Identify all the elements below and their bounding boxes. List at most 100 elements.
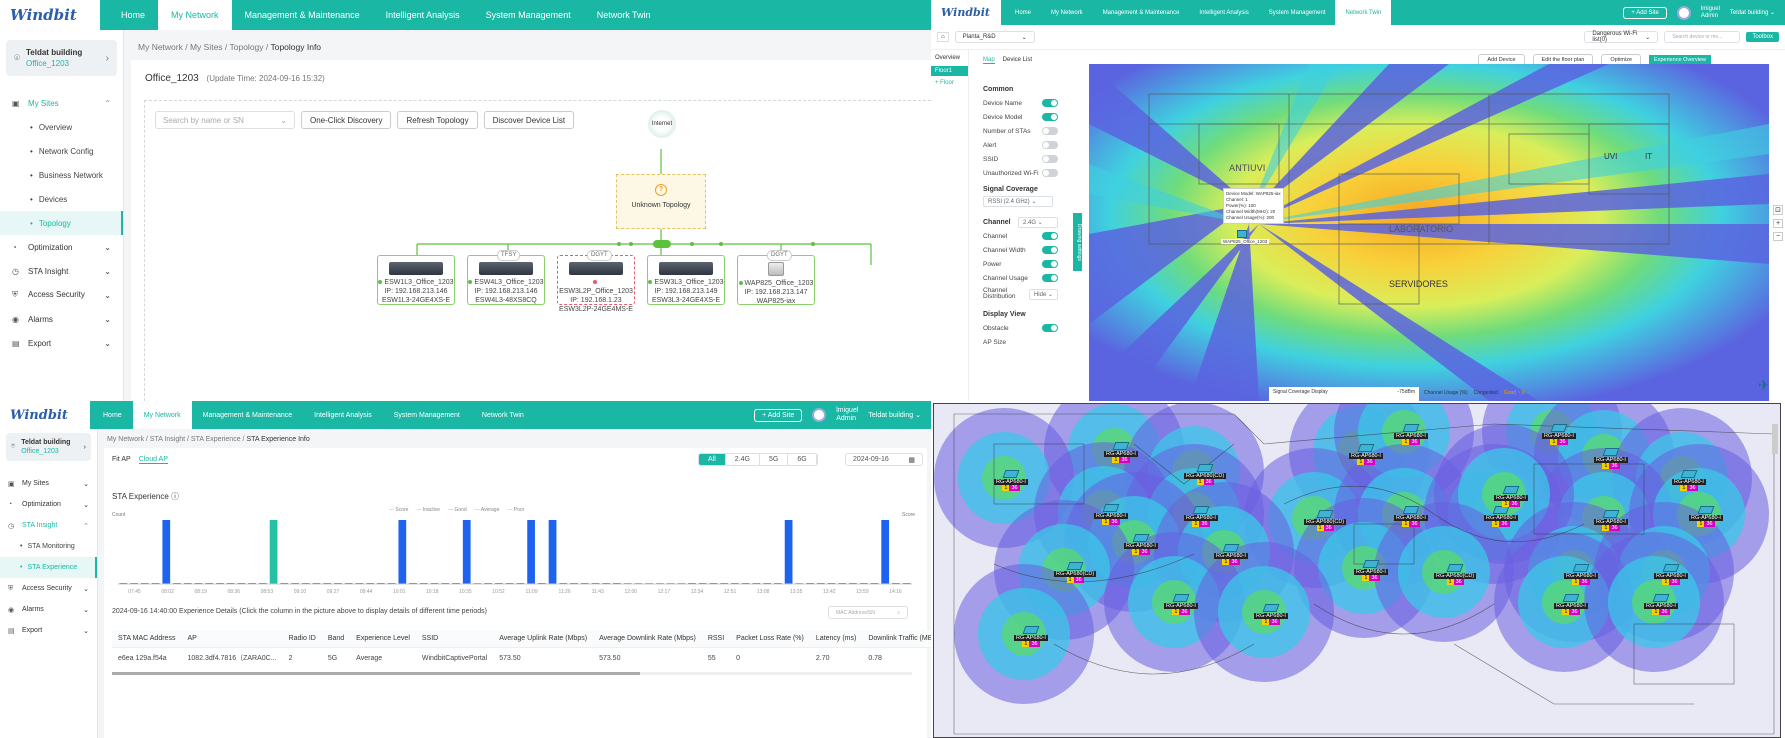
mac-search-input[interactable]: MAC Address/SN ⌕ xyxy=(828,606,908,619)
rssi-select[interactable]: RSSI (2.4 GHz) ⌄ xyxy=(983,196,1053,207)
access-point-marker[interactable]: RG-AP680(CD) 1 36 xyxy=(1054,562,1097,583)
date-picker[interactable]: 2024-09-16 ▦ xyxy=(845,453,923,466)
nav-my-network[interactable]: My Network xyxy=(158,0,232,30)
home-icon[interactable]: ⌂ xyxy=(937,32,949,42)
coverage-map[interactable]: RG-AP680-I 1 36 RG-AP680-I 1 36 RG-AP680-I 1 36 R… xyxy=(933,403,1781,738)
access-point-marker[interactable]: RG-AP680-I 1 36 xyxy=(1564,564,1598,585)
number-of-stas-toggle[interactable] xyxy=(1042,127,1058,135)
breadcrumb-item[interactable]: My Network xyxy=(107,436,144,443)
column-header[interactable]: Band xyxy=(321,630,351,648)
access-point-marker[interactable]: RG-AP680(CD) 1 36 xyxy=(1304,510,1347,531)
menu-export[interactable]: ▤ Export ⌄ xyxy=(0,620,97,641)
discover-device-list-button[interactable]: Discover Device List xyxy=(483,111,575,129)
channel-usage-toggle[interactable] xyxy=(1042,274,1058,282)
breadcrumb-item[interactable]: My Sites xyxy=(189,42,223,52)
access-point-marker[interactable]: RG-AP680-I 1 36 xyxy=(1014,626,1048,647)
unknown-topology-node[interactable]: ? Unknown Topology xyxy=(616,174,706,229)
toolbox-button[interactable]: Toolbox xyxy=(1746,32,1779,42)
band-6g[interactable]: 6G xyxy=(788,454,817,465)
chart-bar[interactable] xyxy=(462,520,471,584)
chart-bar[interactable] xyxy=(881,520,890,584)
submenu-business-network[interactable]: • Business Network xyxy=(30,170,103,180)
access-point-marker[interactable]: RG-AP680-I 1 36 xyxy=(994,470,1028,491)
column-header[interactable]: Radio ID xyxy=(282,630,322,648)
access-point-marker[interactable]: RG-AP680-I 1 36 xyxy=(1484,506,1518,527)
device-model-toggle[interactable] xyxy=(1042,113,1058,121)
menu-optimization[interactable]: ◔ Optimization ⌄ xyxy=(0,494,97,515)
nav-intelligent-analysis[interactable]: Intelligent Analysis xyxy=(314,411,372,419)
floor-item[interactable]: Floor1 xyxy=(931,66,968,76)
refresh-topology-button[interactable]: Refresh Topology xyxy=(397,111,478,129)
nav-network-twin[interactable]: Network Twin xyxy=(1335,0,1392,25)
table-row[interactable]: e6ea 129a.f54a 1082.3df4.7816（ZARA0C... 2 5… xyxy=(112,648,931,669)
power-toggle[interactable] xyxy=(1042,260,1058,268)
access-point-marker[interactable]: RG-AP680-I 1 36 xyxy=(1164,594,1198,615)
access-point-marker[interactable]: RG-AP680-I 1 36 xyxy=(1354,560,1388,581)
access-point-marker[interactable]: RG-AP680(CD) 1 36 xyxy=(1184,464,1227,485)
breadcrumb-item[interactable]: Topology xyxy=(229,42,264,52)
access-point-marker[interactable]: RG-AP680-I 1 36 xyxy=(1644,594,1678,615)
access-point-marker[interactable]: RG-AP680-I 1 36 xyxy=(1394,424,1428,445)
nav-intelligent-analysis[interactable]: Intelligent Analysis xyxy=(1199,9,1249,16)
experience-overview-button[interactable]: Experience Overview xyxy=(1649,55,1711,65)
access-point-marker[interactable]: RG-AP680-I 1 36 xyxy=(1254,604,1288,625)
avatar[interactable] xyxy=(812,408,827,422)
column-header[interactable]: AP xyxy=(181,630,283,648)
submenu-network-config[interactable]: • Network Config xyxy=(30,146,94,156)
column-header[interactable]: Downlink Traffic (MB) xyxy=(862,630,931,648)
alert-toggle[interactable] xyxy=(1042,141,1058,149)
menu-my-sites[interactable]: ▣ My Sites ⌃ xyxy=(0,91,123,115)
lock-icon[interactable]: ⊡ xyxy=(1773,205,1783,215)
nav-system-management[interactable]: System Management xyxy=(1268,9,1326,16)
nav-system-management[interactable]: System Management xyxy=(393,411,460,419)
site-dropdown[interactable]: Teldat building ⌄ xyxy=(1729,10,1775,16)
nav-system-management[interactable]: System Management xyxy=(485,10,571,20)
access-point-marker[interactable]: RG-AP680-I 1 36 xyxy=(1124,534,1158,555)
band-all[interactable]: All xyxy=(699,454,726,465)
column-header[interactable]: Latency (ms) xyxy=(809,630,863,648)
device-node[interactable]: DGYT WAP825_Office_1203 IP: 192.168.213.14… xyxy=(737,250,815,305)
nav-network-twin[interactable]: Network Twin xyxy=(481,411,524,419)
ap-icon[interactable] xyxy=(1237,230,1247,238)
avatar[interactable] xyxy=(1676,5,1691,20)
column-header[interactable]: Experience Level xyxy=(350,630,416,648)
zoom-out-icon[interactable]: − xyxy=(1773,232,1783,241)
device-name-toggle[interactable] xyxy=(1042,99,1058,107)
site-selector[interactable]: ⌾ Teldat building Office_1203 › xyxy=(6,433,91,461)
sta-experience-chart[interactable]: 07:45 08:02 08:19 08:36 08:53 09:10 09:27 09:44… xyxy=(112,518,918,598)
column-header[interactable]: STA MAC Address xyxy=(112,630,182,648)
access-point-marker[interactable]: RG-AP680-I 1 36 xyxy=(1104,442,1138,463)
submenu-devices[interactable]: • Devices xyxy=(30,194,68,204)
breadcrumb-item[interactable]: STA Insight xyxy=(149,436,186,443)
nav-home[interactable]: Home xyxy=(121,10,146,20)
access-point-marker[interactable]: RG-AP680-I 1 36 xyxy=(1494,486,1528,507)
access-point-marker[interactable]: RG-AP680(CD) 1 36 xyxy=(1434,564,1477,585)
nav-intelligent-analysis[interactable]: Intelligent Analysis xyxy=(385,10,460,20)
column-header[interactable]: SSID xyxy=(415,630,494,648)
access-point-marker[interactable]: RG-AP680-I 1 36 xyxy=(1214,544,1248,565)
menu-access-security[interactable]: ⛨ Access Security ⌄ xyxy=(0,283,123,307)
menu-optimization[interactable]: ◔ Optimization ⌄ xyxy=(0,235,123,259)
access-point-marker[interactable]: RG-AP680-I 1 36 xyxy=(1689,506,1723,527)
channel-width-toggle[interactable] xyxy=(1042,246,1058,254)
nav-network-twin[interactable]: Network Twin xyxy=(596,10,651,20)
access-point-marker[interactable]: RG-AP680-I 1 36 xyxy=(1594,448,1628,469)
zoom-in-icon[interactable]: + xyxy=(1773,219,1783,228)
wifi-list-select[interactable]: Dangerous Wi-Fi list(0) ⌄ xyxy=(1584,31,1659,43)
add-site-button[interactable]: + Add Site xyxy=(1623,6,1667,19)
floor-heatmap[interactable]: ANTIUVI LABORATORIO SERVIDORES UVI IT De… xyxy=(1089,64,1769,401)
submenu-topology[interactable]: • Topology xyxy=(0,211,123,235)
tab-fit-ap[interactable]: Fit AP xyxy=(112,456,131,463)
channel-toggle[interactable] xyxy=(1042,232,1058,240)
building-select[interactable]: Planta_R&D ⌄ xyxy=(954,31,1035,43)
nav-management-maintenance[interactable]: Management & Maintenance xyxy=(244,10,360,20)
obstacle-toggle[interactable] xyxy=(1042,324,1058,332)
access-point-marker[interactable]: RG-AP680-I 1 36 xyxy=(1349,444,1383,465)
band-2-4g[interactable]: 2.4G xyxy=(726,454,760,465)
band-5g[interactable]: 5G xyxy=(760,454,789,465)
tab-device-list[interactable]: Device List xyxy=(1002,57,1033,63)
tab-cloud-ap[interactable]: Cloud AP xyxy=(138,456,168,464)
site-selector[interactable]: ⌾ Teldat building Office_1203 › xyxy=(6,40,117,76)
horizontal-scrollbar[interactable] xyxy=(112,672,640,675)
device-search-input[interactable]: Search device or mo... xyxy=(1664,31,1741,43)
